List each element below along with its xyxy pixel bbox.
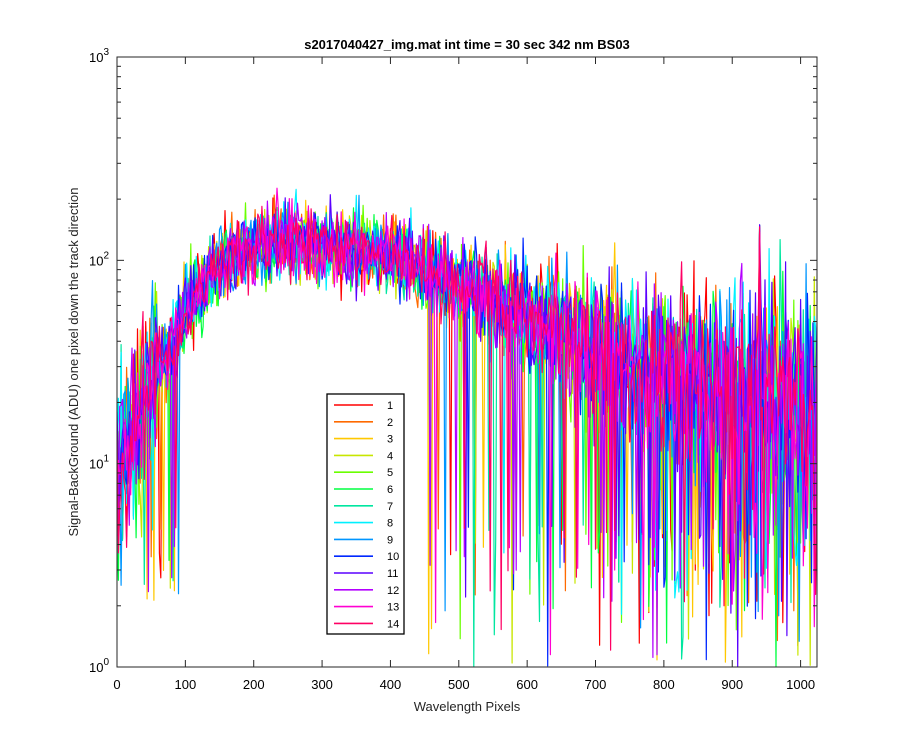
y-tick-label: 102 xyxy=(89,250,109,268)
y-tick-label: 101 xyxy=(89,454,109,472)
legend-label: 13 xyxy=(387,602,399,614)
x-tick-label: 200 xyxy=(243,677,265,692)
legend-label: 2 xyxy=(387,417,393,429)
x-tick-labels: 0 100 200 300 400 500 600 700 800 900 1000 xyxy=(113,677,815,692)
y-tick-base: 10 xyxy=(89,253,103,268)
legend-label: 9 xyxy=(387,534,393,546)
x-tick-label: 600 xyxy=(516,677,538,692)
y-tick-base: 10 xyxy=(89,50,103,65)
legend-label: 11 xyxy=(387,568,398,580)
x-tick-label: 300 xyxy=(311,677,333,692)
axes-layer xyxy=(116,56,817,668)
legend-label: 7 xyxy=(387,501,393,513)
x-tick-label: 900 xyxy=(721,677,743,692)
y-tick-base: 10 xyxy=(89,660,103,675)
series-line-13 xyxy=(117,187,817,656)
legend-label: 3 xyxy=(387,434,393,446)
y-tick-label: 100 xyxy=(89,657,109,675)
legend-label: 1 xyxy=(387,400,393,412)
axes-box xyxy=(116,56,818,668)
legend-label: 4 xyxy=(387,450,393,462)
x-tick-label: 100 xyxy=(175,677,197,692)
legend-label: 5 xyxy=(387,467,393,479)
x-tick-label: 1000 xyxy=(786,677,815,692)
series-layer xyxy=(117,187,817,667)
x-tick-label: 400 xyxy=(380,677,402,692)
y-tick-exponent: 2 xyxy=(103,250,109,261)
y-tick-label: 103 xyxy=(89,47,109,65)
legend-box xyxy=(326,393,405,635)
legend-label: 8 xyxy=(387,518,393,530)
series-line-14 xyxy=(117,205,817,651)
x-axis-label: Wavelength Pixels xyxy=(414,699,521,714)
y-tick-exponent: 3 xyxy=(103,47,109,58)
y-axis-label: Signal-BackGround (ADU) one pixel down t… xyxy=(66,187,81,536)
legend-label: 10 xyxy=(387,551,399,563)
legend-label: 6 xyxy=(387,484,393,496)
y-tick-exponent: 0 xyxy=(103,657,109,668)
x-tick-label: 500 xyxy=(448,677,470,692)
x-tick-label: 0 xyxy=(113,677,120,692)
y-tick-exponent: 1 xyxy=(103,454,109,465)
legend-label: 12 xyxy=(387,585,399,597)
chart-title: s2017040427_img.mat int time = 30 sec 34… xyxy=(304,37,630,52)
y-tick-base: 10 xyxy=(89,457,103,472)
legend-label: 14 xyxy=(387,618,399,630)
x-tick-label: 800 xyxy=(653,677,675,692)
x-tick-label: 700 xyxy=(585,677,607,692)
